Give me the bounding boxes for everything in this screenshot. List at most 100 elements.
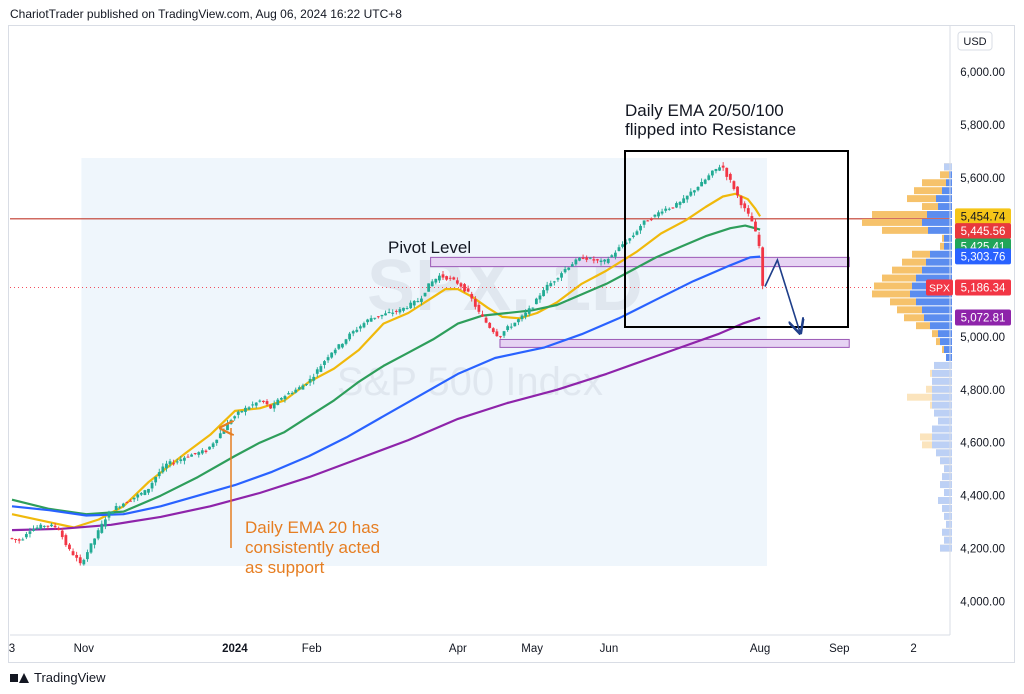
candle-body (287, 393, 290, 395)
candle (323, 360, 326, 369)
candle (567, 267, 571, 271)
volume-profile-bar (944, 234, 952, 242)
currency-badge[interactable] (957, 31, 993, 51)
candle (700, 178, 703, 187)
y-tick-label: 4,800.00 (960, 385, 1005, 397)
volume-profile-bar (946, 354, 952, 361)
price-badge (955, 208, 1011, 225)
candle (696, 186, 700, 192)
candle (739, 195, 743, 209)
candle (606, 256, 610, 265)
candle-body (35, 527, 39, 529)
tradingview-brand-label: TradingView (34, 670, 106, 685)
candle (358, 324, 362, 332)
ema-line-ema-100 (11, 255, 761, 517)
candle-body (721, 165, 725, 168)
candle-body (664, 208, 668, 211)
volume-profile-bar (932, 330, 938, 338)
candle-body (226, 423, 229, 431)
candle-body (520, 315, 524, 320)
ema-resistance-box[interactable] (624, 150, 849, 328)
candle (693, 189, 696, 196)
x-tick-label: 2024 (222, 643, 248, 655)
candle-body (578, 257, 581, 261)
candle (427, 283, 431, 292)
candle-body (272, 403, 276, 409)
candle-body (387, 312, 391, 314)
candle-body (495, 331, 499, 337)
candle (319, 363, 323, 373)
candle (283, 394, 287, 403)
candle-body (466, 288, 470, 292)
candle-body (761, 247, 765, 286)
tradingview-footer[interactable]: TradingView (10, 670, 106, 685)
ema-line-ema-200 (11, 316, 761, 532)
candle-body (93, 538, 97, 545)
candle-body (132, 497, 136, 500)
support-zone[interactable] (499, 338, 850, 348)
candle-body (384, 313, 387, 316)
candle-body (376, 316, 380, 318)
candle (28, 527, 32, 538)
volume-profile-bar (944, 512, 952, 520)
volume-profile-bar (942, 187, 952, 195)
candle (150, 480, 154, 492)
candle (420, 295, 423, 306)
candle-body (262, 400, 265, 402)
candle (624, 239, 628, 246)
candle (240, 410, 244, 414)
candle (588, 257, 592, 260)
volume-profile-bar (892, 266, 922, 274)
candle (509, 323, 513, 330)
candle-body (326, 357, 330, 361)
projection-arrow[interactable] (764, 257, 800, 332)
candle (746, 205, 750, 217)
candle-body (524, 312, 528, 317)
candle-body (649, 219, 653, 221)
volume-profile-bar (874, 282, 912, 290)
candle-body (233, 416, 237, 419)
candle-body (244, 407, 247, 412)
candle-body (186, 456, 190, 458)
candle-body (32, 528, 35, 531)
candle (545, 281, 549, 294)
candle-body (754, 221, 757, 232)
candle-body (121, 503, 125, 507)
candle-body (258, 400, 262, 402)
candle (617, 244, 621, 252)
volume-profile-bar (932, 441, 952, 449)
candle (761, 246, 765, 290)
volume-profile-bar (922, 266, 952, 274)
candle (466, 285, 470, 293)
volume-profile-bar (912, 250, 930, 258)
candle (384, 310, 387, 316)
candle-body (308, 378, 312, 383)
candle-body (628, 238, 632, 241)
candle (495, 328, 499, 337)
candle (703, 178, 707, 185)
candle-body (218, 433, 222, 439)
candle-body (168, 461, 172, 465)
candle-body (42, 525, 46, 527)
candle (10, 537, 14, 540)
candle-body (118, 506, 122, 508)
candle (39, 523, 43, 530)
candle (369, 315, 373, 322)
candle-body (707, 175, 711, 180)
volume-profile-bar (942, 234, 944, 242)
candle-body (190, 454, 193, 457)
candle-body (369, 318, 373, 322)
candle (423, 292, 427, 297)
volume-profile-bar (890, 298, 916, 306)
candle (305, 383, 308, 387)
candle-body (139, 492, 143, 495)
candle (276, 398, 280, 406)
candle (190, 453, 193, 457)
volume-profile-bar (930, 322, 952, 330)
candle-body (531, 307, 535, 309)
candle-body (147, 488, 150, 493)
candle-body (64, 535, 68, 546)
candle-body (391, 312, 395, 314)
candle-body (739, 196, 743, 206)
